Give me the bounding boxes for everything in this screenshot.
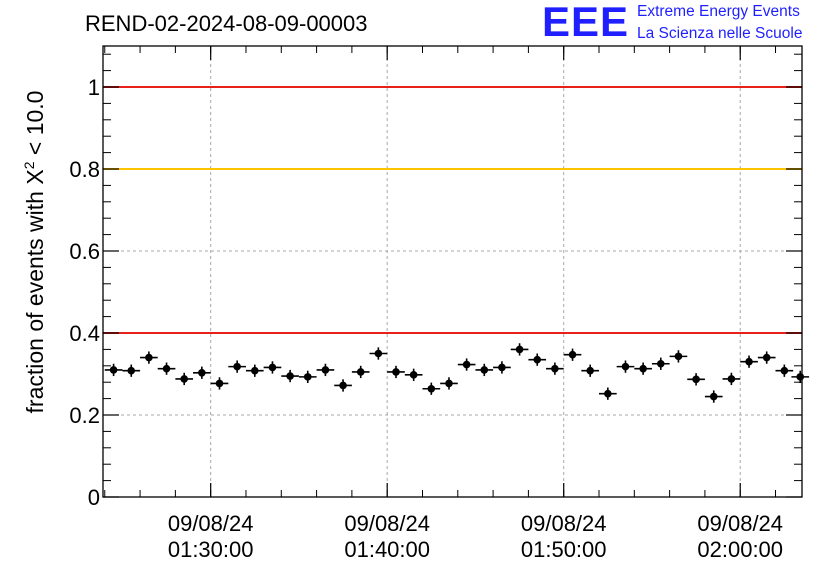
data-point bbox=[515, 345, 524, 354]
y-tick-label: 0.6 bbox=[69, 239, 100, 264]
logo-mark: EEE bbox=[542, 0, 630, 45]
run-title: REND-02-2024-08-09-00003 bbox=[85, 11, 368, 36]
data-point bbox=[162, 364, 171, 373]
x-tick-label-time: 02:00:00 bbox=[697, 537, 783, 562]
data-point bbox=[639, 364, 647, 373]
y-axis-title-suffix: < 10.0 bbox=[21, 90, 48, 162]
x-tick-label-time: 01:30:00 bbox=[168, 537, 254, 562]
data-point bbox=[268, 363, 277, 372]
data-point bbox=[604, 389, 612, 398]
data-point bbox=[215, 379, 224, 388]
y-tick-label: 0 bbox=[88, 485, 100, 510]
data-point bbox=[480, 366, 489, 374]
logo-line-2: La Scienza nelle Scuole bbox=[637, 25, 803, 42]
data-point bbox=[621, 362, 630, 371]
y-axis-title-prefix: fraction of events with X bbox=[21, 169, 48, 414]
data-point bbox=[762, 353, 771, 362]
grid-lines bbox=[103, 46, 802, 497]
x-tick-label-date: 09/08/24 bbox=[697, 511, 783, 536]
logo-line-1: Extreme Energy Events bbox=[637, 3, 800, 20]
y-tick-label: 0.2 bbox=[69, 403, 100, 428]
y-tick-label: 1 bbox=[88, 75, 100, 100]
data-point bbox=[303, 373, 312, 381]
data-point bbox=[356, 368, 365, 376]
data-point bbox=[427, 384, 436, 393]
x-tick-label-time: 01:40:00 bbox=[344, 537, 430, 562]
data-point bbox=[656, 359, 665, 368]
eee-logo: EEE Extreme Energy Events La Scienza nel… bbox=[540, 0, 830, 48]
data-point bbox=[727, 375, 736, 383]
data-point bbox=[692, 375, 700, 384]
y-axis-title-superscript: 2 bbox=[21, 161, 38, 170]
data-point bbox=[109, 366, 118, 374]
data-points bbox=[104, 343, 810, 403]
data-point bbox=[198, 368, 206, 377]
data-point bbox=[145, 353, 153, 362]
plot-frame bbox=[102, 45, 803, 498]
data-point bbox=[251, 366, 259, 375]
axes: 00.20.40.60.8109/08/2401:30:0009/08/2401… bbox=[69, 46, 802, 562]
reference-lines bbox=[103, 86, 802, 334]
data-point bbox=[392, 368, 400, 376]
data-point bbox=[286, 372, 294, 380]
data-point bbox=[180, 375, 188, 383]
data-point bbox=[568, 350, 577, 359]
y-axis-title: fraction of events with X2 < 10.0 bbox=[21, 91, 49, 414]
data-point bbox=[445, 379, 453, 388]
data-point bbox=[339, 381, 347, 390]
data-point bbox=[462, 360, 471, 369]
x-tick-label-date: 09/08/24 bbox=[344, 511, 430, 536]
y-tick-label: 0.4 bbox=[69, 321, 100, 346]
data-point bbox=[374, 349, 383, 358]
x-tick-label-date: 09/08/24 bbox=[521, 511, 607, 536]
data-point bbox=[551, 364, 559, 373]
data-point bbox=[409, 371, 418, 379]
x-tick-label-date: 09/08/24 bbox=[168, 511, 254, 536]
data-point bbox=[674, 352, 683, 361]
data-point bbox=[709, 392, 718, 401]
data-point bbox=[796, 373, 805, 381]
data-point bbox=[498, 363, 506, 372]
data-point bbox=[321, 366, 330, 374]
data-point bbox=[127, 366, 136, 375]
data-point bbox=[586, 366, 594, 375]
data-point bbox=[533, 355, 542, 364]
data-point bbox=[233, 362, 241, 371]
y-tick-label: 0.8 bbox=[69, 157, 100, 182]
x-tick-label-time: 01:50:00 bbox=[521, 537, 607, 562]
data-point bbox=[780, 366, 789, 375]
data-point bbox=[745, 357, 753, 366]
